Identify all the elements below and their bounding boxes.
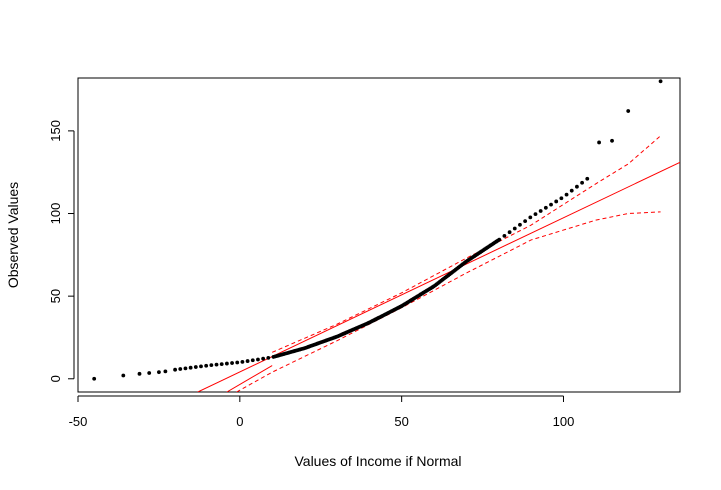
data-point xyxy=(658,79,663,84)
data-point xyxy=(543,205,548,210)
x-axis: -50 0 50 100 xyxy=(69,395,575,429)
data-point xyxy=(173,367,177,372)
x-tick-label: 100 xyxy=(553,414,575,429)
data-point xyxy=(597,140,601,145)
y-tick-label: 0 xyxy=(48,375,63,382)
data-point xyxy=(518,222,522,227)
data-point xyxy=(193,365,198,369)
data-point xyxy=(585,176,590,181)
data-point xyxy=(559,196,564,201)
data-point xyxy=(554,199,559,204)
data-point xyxy=(502,234,507,238)
data-point xyxy=(235,360,240,365)
data-point xyxy=(224,361,229,366)
x-tick-label: 50 xyxy=(394,414,408,429)
data-point xyxy=(533,212,538,217)
data-point xyxy=(121,373,126,378)
data-point xyxy=(549,202,553,207)
data-point xyxy=(626,109,631,113)
data-point xyxy=(564,192,569,197)
data-point xyxy=(256,357,260,362)
data-point xyxy=(523,219,528,224)
data-point xyxy=(245,359,250,363)
reference-line xyxy=(197,161,680,392)
data-point xyxy=(240,359,245,364)
data-point xyxy=(163,369,168,374)
data-point xyxy=(528,215,533,220)
data-point xyxy=(569,188,574,193)
data-points xyxy=(92,79,663,381)
data-point xyxy=(199,364,203,369)
data-point xyxy=(214,362,219,367)
data-point xyxy=(266,355,271,360)
data-point xyxy=(188,365,193,370)
confidence-band-lower xyxy=(236,211,661,392)
data-point xyxy=(538,209,543,213)
x-tick-label: -50 xyxy=(69,414,88,429)
y-tick-label: 150 xyxy=(48,120,63,142)
data-point xyxy=(137,371,142,376)
data-point xyxy=(209,363,214,368)
data-point xyxy=(580,180,584,185)
plot-box xyxy=(77,77,681,393)
y-axis-title: Observed Values xyxy=(5,182,21,288)
data-point xyxy=(92,376,97,381)
data-point xyxy=(512,226,517,231)
data-point xyxy=(178,367,183,371)
x-axis-title: Values of Income if Normal xyxy=(294,453,461,469)
data-point xyxy=(183,366,188,371)
confidence-band-lower-inner xyxy=(226,365,273,392)
data-point xyxy=(610,138,614,143)
y-tick-label: 100 xyxy=(48,203,63,225)
data-point xyxy=(507,230,512,235)
data-point xyxy=(147,371,152,375)
reference-line-segment xyxy=(197,161,680,392)
y-tick-label: 50 xyxy=(48,289,63,303)
x-tick-label: 0 xyxy=(236,414,243,429)
data-point xyxy=(261,356,266,361)
data-point xyxy=(230,361,234,365)
data-point xyxy=(219,362,224,367)
y-axis: 0 50 100 150 xyxy=(48,120,75,382)
data-point xyxy=(497,237,502,242)
data-point xyxy=(204,363,209,368)
data-point xyxy=(250,358,255,363)
confidence-band-upper xyxy=(271,135,661,353)
data-point xyxy=(157,370,161,375)
data-point xyxy=(575,184,579,189)
